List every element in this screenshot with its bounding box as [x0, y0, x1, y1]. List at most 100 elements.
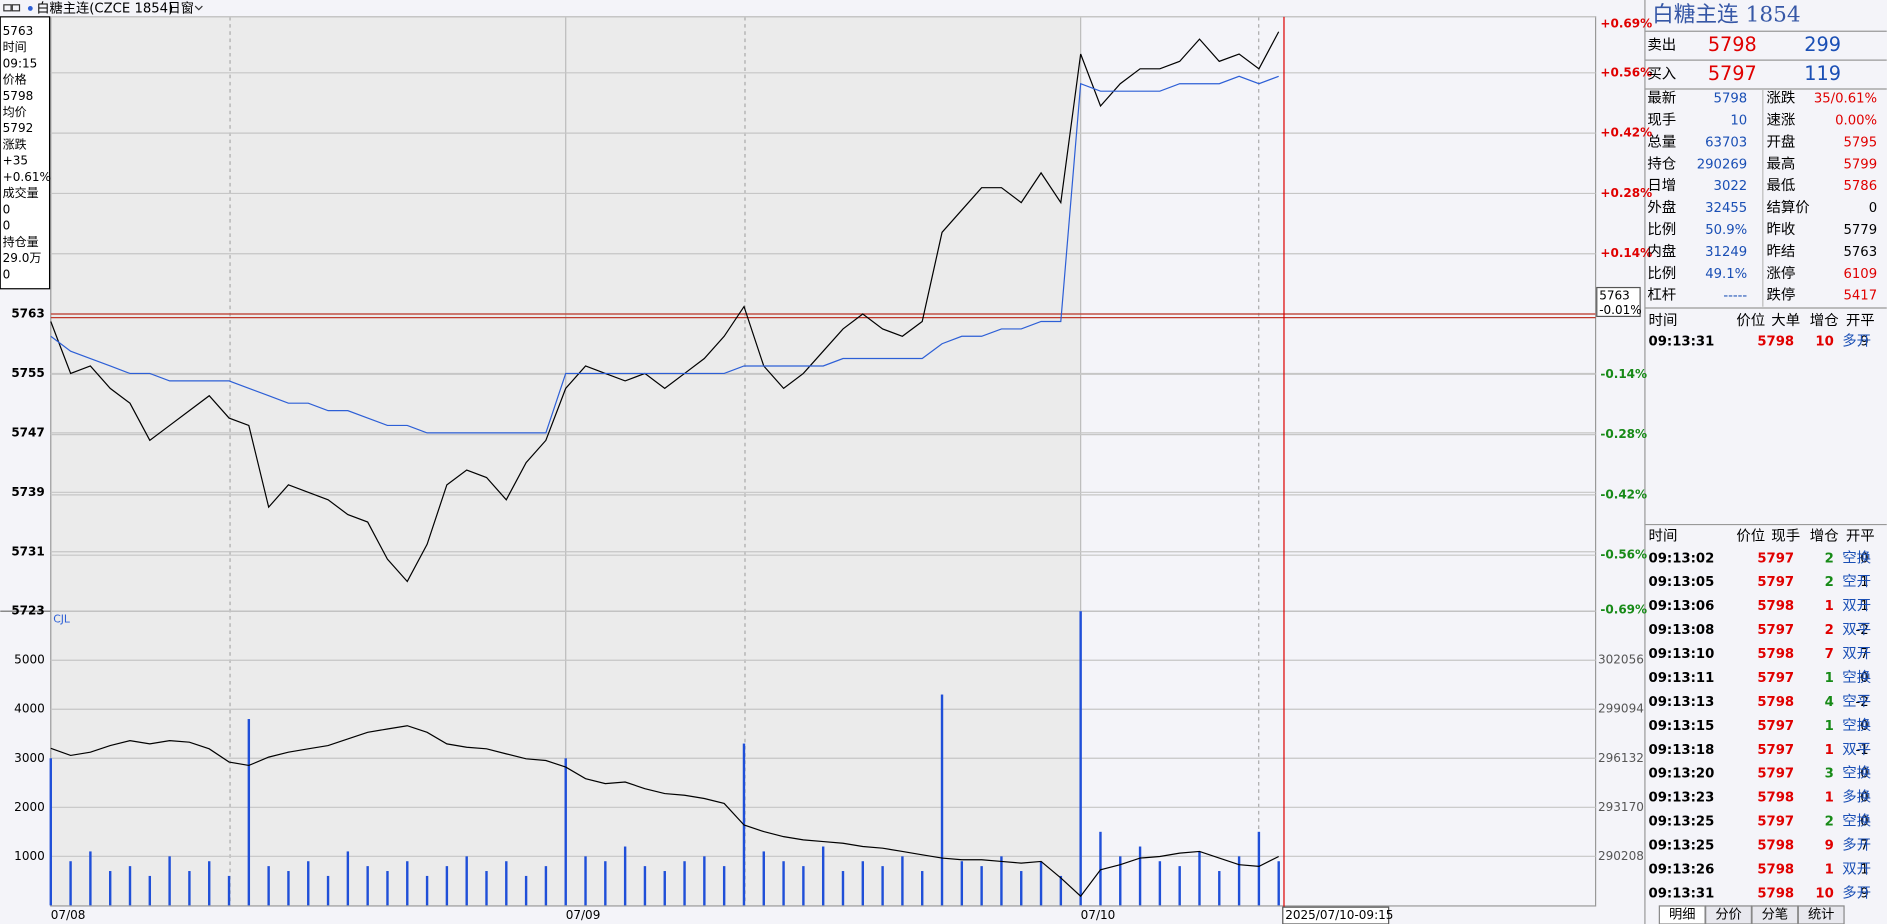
book-volume: 299 [1804, 33, 1841, 56]
volume-bar [485, 871, 488, 906]
table-cell: -1 [1856, 743, 1869, 758]
table-cell: 09:13:08 [1649, 623, 1715, 638]
stat-label: 持仓 [1647, 155, 1676, 172]
table-header: 现手 [1771, 528, 1800, 545]
volume-bar [267, 866, 270, 906]
stat-label: 最新 [1647, 90, 1676, 107]
table-cell: 5797 [1757, 719, 1794, 734]
table-cell: 0 [1860, 719, 1868, 734]
volume-bar [881, 866, 884, 906]
table-header: 增仓 [1810, 528, 1839, 545]
table-cell: 09:13:15 [1649, 719, 1715, 734]
volume-bar [802, 866, 805, 906]
table-cell: 5797 [1757, 623, 1794, 638]
x-tick-label: 07/09 [566, 908, 601, 922]
tab-label[interactable]: 明细 [1669, 906, 1695, 922]
info-line: 成交量 [3, 185, 39, 200]
table-cell: 双开 [1842, 645, 1871, 662]
icon[interactable] [11, 4, 21, 12]
table-cell: 5798 [1757, 791, 1794, 806]
table-cell: 1 [1825, 599, 1834, 614]
stat-value: 3022 [1714, 179, 1748, 194]
tab[interactable] [1797, 905, 1845, 924]
y2-tick-label: 299094 [1598, 702, 1644, 716]
volume-bar [1158, 861, 1162, 906]
stat-label: 内盘 [1647, 242, 1676, 260]
table-cell: 2 [1825, 623, 1834, 638]
volume-bar [1119, 856, 1122, 906]
symbol[interactable]: 白糖主连(CZCE 1854) [36, 0, 173, 16]
stat-label: 日增 [1647, 177, 1676, 194]
table-header: 增仓 [1810, 312, 1839, 329]
table-cell: 空开 [1842, 573, 1871, 590]
toolbar[interactable]: 白糖主连(CZCE 1854) 日窗 [3, 0, 203, 16]
volume-bar [128, 866, 132, 906]
book-price: 5797 [1708, 62, 1757, 85]
reference-pct: -0.01% [1599, 303, 1642, 317]
y-tick-label: 2000 [14, 800, 45, 814]
volume-bar [108, 871, 112, 906]
quote-title: 白糖主连 1854 [1652, 3, 1801, 28]
table-cell: 双开 [1842, 860, 1871, 877]
stat-value: 6109 [1843, 267, 1877, 282]
table-cell: 09:13:25 [1649, 839, 1715, 854]
table-cell: 1 [1825, 719, 1834, 734]
period[interactable]: 日窗 [167, 0, 193, 16]
table-header: 大单 [1771, 312, 1800, 329]
info-line: 5763 [3, 24, 34, 38]
table-cell: 1 [1860, 862, 1868, 877]
stat-value: 5417 [1843, 289, 1877, 304]
y2-tick-label: +0.56% [1600, 65, 1652, 79]
open-interest-line [50, 725, 1279, 898]
table-cell: 5798 [1757, 862, 1794, 877]
table-cell: 09:13:31 [1649, 335, 1715, 350]
table-cell: 5797 [1757, 575, 1794, 590]
table-header: 开平 [1846, 313, 1875, 329]
volume-bar [346, 851, 350, 906]
volume-bar [1198, 851, 1201, 906]
table-cell: -2 [1856, 695, 1869, 710]
table-cell: 多换 [1842, 789, 1871, 806]
tab-label[interactable]: 统计 [1808, 906, 1834, 922]
stat-label: 结算价 [1766, 199, 1809, 216]
table-cell: 09:13:20 [1649, 767, 1715, 782]
stat-label: 最低 [1766, 177, 1795, 194]
stat-value: 5763 [1843, 245, 1877, 260]
table-cell: -2 [1856, 623, 1869, 638]
volume-bar [168, 856, 171, 906]
y2-tick-label: -0.14% [1600, 367, 1647, 381]
average-line [50, 75, 1279, 434]
cursor-label: 2025/07/10-09:15 [1285, 908, 1393, 922]
stat-value: 0 [1869, 201, 1877, 216]
volume-bar [188, 871, 191, 906]
info-box [0, 16, 51, 290]
table-cell: 09:13:13 [1649, 695, 1715, 710]
stat-label: 比例 [1647, 265, 1676, 282]
icon[interactable] [3, 4, 12, 12]
info-line: 均价 [3, 105, 27, 119]
dropdown-icon[interactable] [194, 5, 203, 11]
price-line [50, 31, 1280, 583]
table-cell: 1 [1825, 862, 1834, 877]
stat-label: 涨停 [1766, 265, 1795, 282]
table-cell: 09:13:18 [1649, 743, 1715, 758]
tab-label[interactable]: 分价 [1715, 906, 1741, 922]
table-cell: 0 [1860, 791, 1868, 806]
y-tick-label: 5747 [11, 425, 44, 439]
info-line: 5798 [3, 89, 34, 103]
volume-bar [425, 875, 429, 906]
table-cell: 空换 [1842, 549, 1871, 566]
table-cell: 空换 [1842, 813, 1871, 830]
volume-bar [623, 846, 627, 906]
volume-bar [960, 861, 964, 906]
stat-value: 50.9% [1705, 223, 1747, 238]
table-cell: 7 [1860, 839, 1868, 854]
tab-label[interactable]: 分笔 [1762, 906, 1788, 922]
volume-label: CJL [53, 613, 70, 626]
table-cell: 09:13:25 [1649, 815, 1715, 830]
y-tick-label: 4000 [14, 702, 45, 716]
stat-label: 开盘 [1766, 132, 1795, 150]
info-line: 价格 [3, 72, 27, 87]
table-cell: 09:13:26 [1649, 862, 1715, 877]
stat-value: 49.1% [1705, 267, 1747, 282]
